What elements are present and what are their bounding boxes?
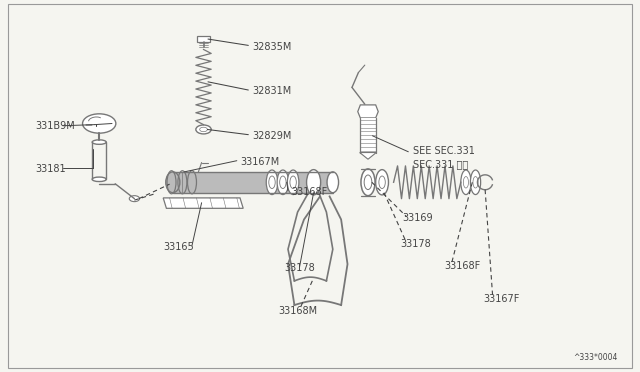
Circle shape — [83, 114, 116, 133]
Text: 33168M: 33168M — [278, 306, 317, 315]
Text: 33178: 33178 — [400, 239, 431, 248]
Text: 32835M: 32835M — [253, 42, 292, 51]
Text: SEC.331 参照: SEC.331 参照 — [413, 160, 468, 169]
Ellipse shape — [166, 172, 180, 193]
Ellipse shape — [463, 177, 468, 188]
Text: 32831M: 32831M — [253, 86, 292, 96]
Text: SEE SEC.331: SEE SEC.331 — [413, 146, 475, 155]
Ellipse shape — [361, 169, 375, 196]
Bar — [197, 36, 210, 42]
Text: 33165: 33165 — [163, 243, 194, 252]
Text: 32829M: 32829M — [253, 131, 292, 141]
Ellipse shape — [364, 175, 372, 190]
Bar — [360, 118, 376, 153]
Text: 33168F: 33168F — [291, 187, 328, 196]
Bar — [173, 172, 333, 193]
Ellipse shape — [473, 177, 478, 188]
Circle shape — [200, 127, 207, 132]
Ellipse shape — [280, 176, 286, 189]
Text: ^333*0004: ^333*0004 — [573, 353, 618, 362]
Circle shape — [129, 196, 140, 202]
Ellipse shape — [287, 170, 299, 195]
Ellipse shape — [277, 170, 289, 195]
Text: 33169: 33169 — [402, 213, 433, 222]
Ellipse shape — [307, 170, 321, 195]
Text: 33178: 33178 — [285, 263, 316, 273]
Text: 331B9M: 331B9M — [35, 122, 75, 131]
Ellipse shape — [269, 176, 275, 189]
Text: 33167F: 33167F — [483, 295, 520, 304]
Ellipse shape — [470, 170, 481, 195]
Ellipse shape — [461, 170, 471, 195]
Ellipse shape — [92, 177, 106, 182]
Polygon shape — [358, 105, 378, 118]
Ellipse shape — [327, 172, 339, 193]
Text: 33167M: 33167M — [240, 157, 279, 167]
Ellipse shape — [376, 170, 388, 195]
Ellipse shape — [92, 140, 106, 144]
Text: 33181: 33181 — [35, 164, 66, 174]
Ellipse shape — [290, 176, 296, 189]
Ellipse shape — [379, 176, 385, 189]
Polygon shape — [163, 198, 243, 208]
Ellipse shape — [266, 170, 278, 195]
Text: 33168F: 33168F — [445, 261, 481, 271]
Circle shape — [196, 125, 211, 134]
Polygon shape — [360, 153, 376, 159]
